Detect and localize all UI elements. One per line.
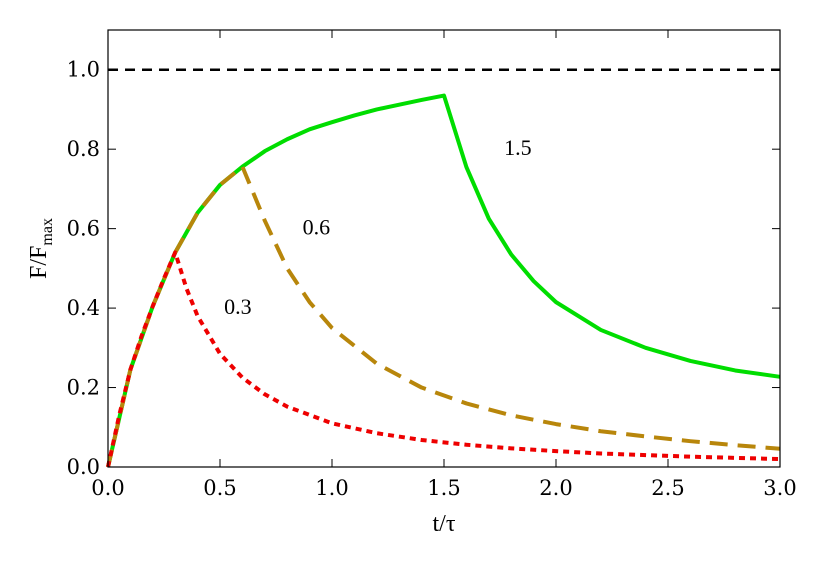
series-line-1-5: [106, 93, 781, 468]
x-tick-label: 1.5: [427, 476, 460, 500]
x-tick-label: 0.0: [91, 476, 124, 500]
x-axis-title: t/τ: [433, 511, 456, 537]
series-line-0-6: [106, 164, 781, 468]
annotations: 1.5 0.6 0.3: [224, 135, 531, 319]
y-axis-title-subscript: max: [39, 218, 56, 246]
y-tick-label: 0.8: [67, 137, 100, 161]
x-tick-label: 2.5: [651, 476, 684, 500]
x-tick-label: 1.0: [315, 476, 348, 500]
y-tick-label: 0.4: [67, 296, 100, 320]
ticks: [107, 30, 781, 468]
annotation-1-5: 1.5: [504, 135, 532, 160]
series-line-0-3: [106, 250, 781, 468]
y-tick-label: 0.2: [67, 376, 100, 400]
x-tick-label: 0.5: [203, 476, 236, 500]
x-tick-label: 2.0: [539, 476, 572, 500]
plot-lines: [106, 68, 781, 468]
y-tick-label: 1.0: [67, 58, 100, 82]
y-axis-title-base: F/F: [26, 246, 52, 279]
y-tick-label: 0.0: [67, 455, 100, 479]
x-tick-label: 3.0: [763, 476, 796, 500]
y-tick-label: 0.6: [67, 217, 100, 241]
tick-labels: 0.0 0.5 1.0 1.5 2.0 2.5 3.0 0.0 0.2 0.4 0.6 0.8 1.0: [67, 58, 797, 500]
annotation-0-3: 0.3: [224, 294, 252, 319]
annotation-0-6: 0.6: [303, 215, 331, 240]
y-axis-title: F/Fmax: [26, 218, 56, 279]
